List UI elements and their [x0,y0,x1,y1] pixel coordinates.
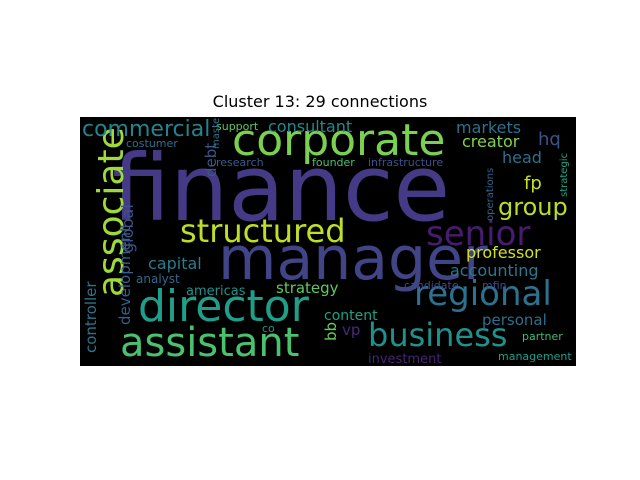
cloud-word-consultant: consultant [268,117,353,136]
cloud-word-business: business [368,316,508,354]
cloud-word-senior: senior [426,214,531,254]
cloud-word-co: co [262,322,275,335]
cloud-word-mfin: mfin [482,279,507,292]
cloud-word-strategy: strategy [276,279,339,297]
cloud-word-americas: americas [186,284,246,299]
cloud-word-group: group [498,193,568,221]
cloud-word-master: master [211,117,222,149]
cloud-word-accounting: accounting [450,261,539,280]
cloud-word-founder: founder [312,156,355,169]
cloud-word-head: head [502,148,542,167]
cloud-word-investment: investment [368,352,442,366]
cloud-word-corporate: corporate [232,117,446,166]
cloud-word-structured: structured [180,212,346,250]
cloud-word-costumer: costumer [126,137,178,150]
cloud-word-management: management [498,350,572,363]
cloud-word-personal: personal [482,311,547,329]
cloud-word-partner: partner [522,330,563,343]
cloud-word-candidate: candidate [404,279,459,292]
word-cloud: finance manager corporate director assistant… [80,117,576,366]
cloud-word-vp: vp [342,321,361,339]
cloud-word-hq: hq [538,129,561,150]
cloud-word-commercial: commercial [82,117,211,142]
cloud-word-creator: creator [462,132,520,151]
cloud-word-research: research [216,156,264,169]
cloud-word-development: development [116,226,134,325]
chart-title: Cluster 13: 29 connections [212,92,428,111]
cloud-word-analyst: analyst [136,272,180,286]
cloud-word-capital: capital [148,254,202,273]
cloud-word-finance: finance [112,135,451,242]
cloud-word-manager: manager [218,224,488,294]
cloud-word-markets: markets [456,118,522,137]
cloud-word-bb: bb [322,321,340,341]
cloud-word-operations: operations [485,167,496,221]
cloud-word-controller: controller [82,281,100,353]
cloud-word-content: content [324,308,378,324]
cloud-word-strategic: strategic [559,152,570,197]
cloud-word-director: director [138,281,309,332]
cloud-word-professor: professor [466,243,541,262]
cloud-word-infrastructure: infrastructure [368,156,444,169]
cloud-word-support: support [216,120,259,133]
cloud-word-regional: regional [414,274,552,314]
cloud-word-assistant: assistant [120,320,300,366]
cloud-word-fp: fp [524,173,542,194]
